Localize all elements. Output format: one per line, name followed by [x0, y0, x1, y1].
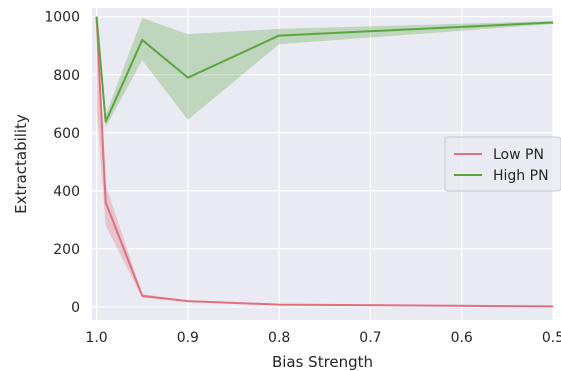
legend: Low PN High PN: [444, 136, 561, 192]
x-tick-label: 0.9: [177, 330, 199, 346]
series-lines: [95, 16, 554, 308]
y-tick-labels: 0 200 400 600 800 1000: [44, 10, 80, 316]
y-axis-label: Extractability: [12, 114, 30, 214]
y-tick-label: 1000: [44, 10, 80, 26]
y-tick-label: 800: [53, 68, 80, 84]
high-pn-confidence-band: [96, 16, 553, 127]
low-pn-line: [95, 16, 554, 308]
confidence-bands: [96, 16, 553, 307]
x-tick-label: 0.8: [268, 330, 290, 346]
high-pn-legend-label: High PN: [493, 168, 549, 184]
x-tick-labels: 1.0 0.9 0.8 0.7 0.6 0.5: [85, 330, 561, 346]
x-tick-label: 0.6: [451, 330, 473, 346]
low-pn-legend-label: Low PN: [493, 147, 544, 163]
x-axis-label: Bias Strength: [272, 353, 373, 371]
grid-lines: [92, 8, 554, 320]
y-tick-label: 200: [53, 242, 80, 258]
y-tick-label: 400: [53, 184, 80, 200]
y-tick-label: 600: [53, 126, 80, 142]
high-pn-line: [95, 16, 554, 123]
x-tick-label: 1.0: [85, 330, 107, 346]
x-tick-label: 0.7: [359, 330, 381, 346]
legend-frame: [444, 136, 561, 192]
x-tick-label: 0.5: [542, 330, 561, 346]
y-tick-label: 0: [71, 300, 80, 316]
